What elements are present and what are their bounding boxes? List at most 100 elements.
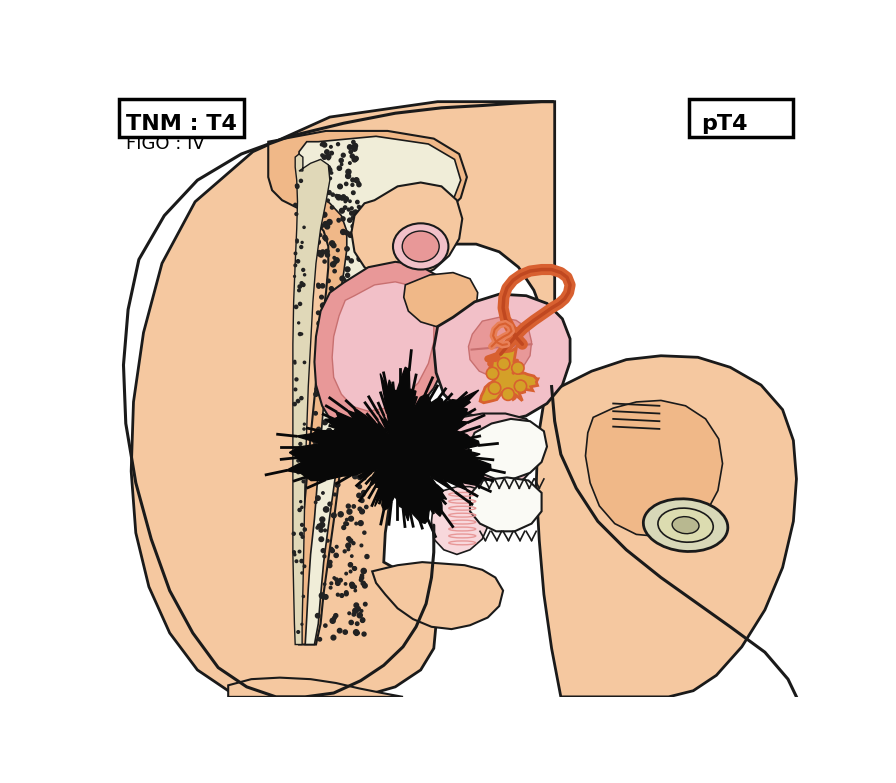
Circle shape xyxy=(321,355,324,358)
Circle shape xyxy=(345,247,349,251)
Circle shape xyxy=(340,292,343,295)
Circle shape xyxy=(327,219,332,225)
Circle shape xyxy=(341,337,345,342)
Circle shape xyxy=(349,162,351,164)
Circle shape xyxy=(350,207,353,210)
Circle shape xyxy=(300,396,303,399)
Circle shape xyxy=(316,458,322,463)
Circle shape xyxy=(349,539,353,543)
Circle shape xyxy=(334,453,340,458)
Circle shape xyxy=(294,554,296,556)
Circle shape xyxy=(347,548,349,550)
Circle shape xyxy=(293,550,296,554)
Circle shape xyxy=(349,200,351,203)
Circle shape xyxy=(329,324,333,329)
Circle shape xyxy=(334,614,338,618)
Circle shape xyxy=(331,262,336,267)
Polygon shape xyxy=(404,272,478,327)
Circle shape xyxy=(346,169,351,175)
Circle shape xyxy=(502,388,514,400)
Circle shape xyxy=(328,340,332,343)
Circle shape xyxy=(300,464,303,467)
Circle shape xyxy=(358,521,363,525)
Circle shape xyxy=(294,204,297,207)
Circle shape xyxy=(295,305,297,309)
Circle shape xyxy=(320,327,323,330)
Circle shape xyxy=(346,393,349,397)
Circle shape xyxy=(346,366,349,370)
Circle shape xyxy=(326,154,331,159)
Circle shape xyxy=(300,246,303,248)
Circle shape xyxy=(330,146,332,148)
Circle shape xyxy=(321,143,323,146)
Circle shape xyxy=(339,426,343,431)
Circle shape xyxy=(352,542,355,545)
Ellipse shape xyxy=(643,499,728,551)
Circle shape xyxy=(356,200,359,204)
Circle shape xyxy=(301,507,303,508)
Circle shape xyxy=(320,224,323,228)
Circle shape xyxy=(354,603,358,608)
Circle shape xyxy=(313,439,317,444)
Circle shape xyxy=(346,247,349,251)
Circle shape xyxy=(324,150,329,154)
Circle shape xyxy=(335,194,338,197)
Circle shape xyxy=(357,435,360,440)
Circle shape xyxy=(355,632,358,636)
Circle shape xyxy=(322,212,327,217)
Circle shape xyxy=(323,624,327,627)
Circle shape xyxy=(323,594,328,599)
Circle shape xyxy=(346,342,348,345)
Text: TNM : T4: TNM : T4 xyxy=(125,114,237,134)
Circle shape xyxy=(329,363,333,367)
Circle shape xyxy=(326,386,332,392)
Circle shape xyxy=(299,532,303,536)
Circle shape xyxy=(296,240,298,243)
Circle shape xyxy=(333,360,337,363)
Circle shape xyxy=(323,583,326,586)
Circle shape xyxy=(332,317,335,320)
Circle shape xyxy=(335,414,340,420)
Circle shape xyxy=(359,319,365,324)
Circle shape xyxy=(340,368,344,373)
Circle shape xyxy=(348,145,352,150)
Circle shape xyxy=(357,181,359,184)
Circle shape xyxy=(323,555,326,557)
Circle shape xyxy=(358,383,361,386)
Circle shape xyxy=(298,333,301,336)
Circle shape xyxy=(333,307,339,312)
Circle shape xyxy=(320,295,323,299)
Circle shape xyxy=(332,616,336,619)
Circle shape xyxy=(361,568,366,573)
Circle shape xyxy=(353,157,358,161)
Circle shape xyxy=(345,394,349,399)
Circle shape xyxy=(321,465,325,470)
Circle shape xyxy=(361,257,363,260)
Circle shape xyxy=(356,607,360,611)
Circle shape xyxy=(353,298,358,303)
Circle shape xyxy=(296,186,299,189)
Circle shape xyxy=(327,199,330,202)
Circle shape xyxy=(349,563,352,567)
Circle shape xyxy=(358,402,362,406)
Circle shape xyxy=(331,635,336,640)
Circle shape xyxy=(294,362,296,364)
Circle shape xyxy=(301,241,303,244)
Circle shape xyxy=(358,220,364,225)
Circle shape xyxy=(301,572,303,574)
Circle shape xyxy=(329,177,332,179)
Circle shape xyxy=(319,537,323,542)
Circle shape xyxy=(327,342,332,348)
Circle shape xyxy=(318,385,322,390)
Circle shape xyxy=(344,521,348,525)
Circle shape xyxy=(362,493,365,496)
Circle shape xyxy=(352,157,357,162)
Circle shape xyxy=(349,337,353,341)
Polygon shape xyxy=(131,102,555,697)
Circle shape xyxy=(325,250,329,254)
Circle shape xyxy=(365,554,369,558)
Text: FIGO : IV: FIGO : IV xyxy=(125,135,204,153)
Circle shape xyxy=(365,400,369,404)
Circle shape xyxy=(336,249,340,251)
Circle shape xyxy=(331,547,332,550)
